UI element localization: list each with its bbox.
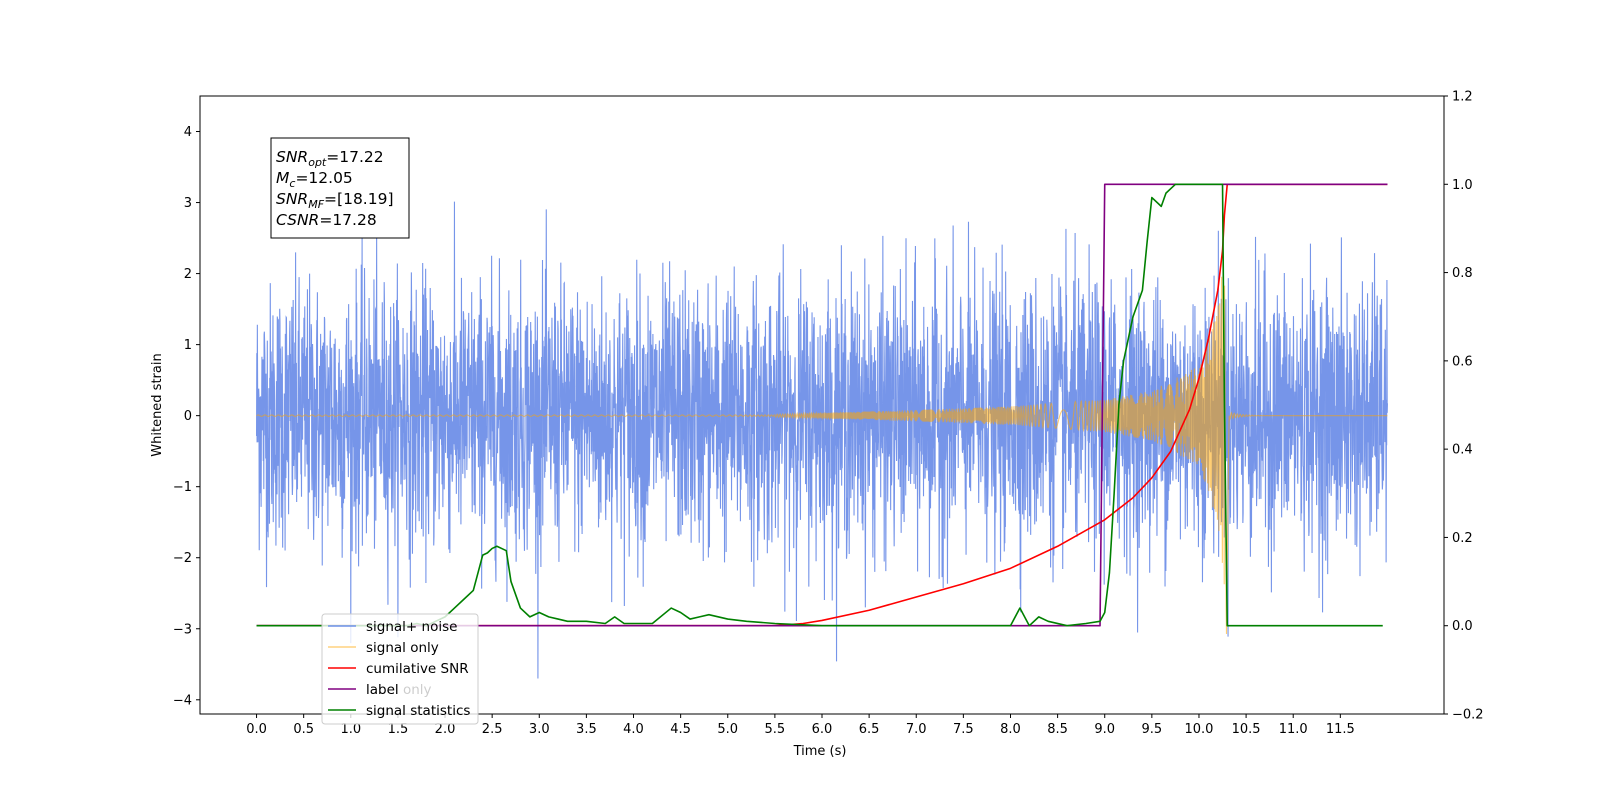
x-tick-label: 5.5 [765,722,786,737]
x-tick-label: 8.5 [1047,722,1068,737]
x-tick-label: 7.5 [953,722,974,737]
legend: label onlysignal statisticssignal+ noise… [321,613,479,725]
y-right-tick-label: 0.6 [1452,354,1473,369]
annotation-line: SNRMF=[18.19] [276,190,394,211]
y-left-tick-label: −2 [173,551,192,566]
x-tick-label: 7.0 [906,722,927,737]
x-tick-label: 1.5 [388,722,409,737]
x-tick-label: 5.0 [717,722,738,737]
y-right-tick-label: 1.0 [1452,178,1473,193]
y-left-tick-label: −1 [173,480,192,495]
series-line-signal-only [256,276,1388,634]
annotation-frame [270,137,410,239]
y-axis-right: 1.2 1.0 0.8 0.6 0.4 0.2 0.0 −0.2 [1444,90,1484,723]
x-tick-label: 4.5 [670,722,691,737]
y-right-tick-label: 0.8 [1452,266,1473,281]
x-tick-label: 9.5 [1142,722,1163,737]
x-tick-label: 1.0 [340,722,361,737]
x-tick-label: 10.5 [1232,722,1261,737]
y-right-tick-label: 0.0 [1452,619,1473,634]
legend-label: signal+ noise [366,619,457,635]
y-left-tick-label: −4 [173,693,192,708]
legend-label: cumilative SNR [366,661,469,677]
y-left-tick-label: 1 [184,338,192,353]
series-layer [256,183,1388,679]
legend-frame [321,613,479,725]
x-tick-label: 2.5 [482,722,503,737]
annotation-line: SNRopt=17.22 [276,148,384,169]
y-left-tick-label: 4 [184,125,192,140]
annotation-box: SNRopt=17.22Mc=12.05SNRMF=[18.19]CSNR=17… [270,137,410,239]
x-tick-label: 4.0 [623,722,644,737]
y-right-tick-label: −0.2 [1452,708,1484,723]
x-axis: 0.0 0.5 1.0 1.5 2.0 2.5 3.0 3.5 4.0 4.5 5.0 5.5 6.0 6… [246,714,1355,737]
x-tick-label: 9.0 [1094,722,1115,737]
y-left-tick-label: 3 [184,196,192,211]
x-tick-label: 2.0 [435,722,456,737]
legend-label: signal only [366,640,439,656]
x-tick-label: 0.5 [293,722,314,737]
y-right-tick-label: 1.2 [1452,90,1473,105]
y-right-tick-label: 0.4 [1452,443,1473,458]
x-tick-label: 3.0 [529,722,550,737]
y-right-tick-label: 0.2 [1452,531,1473,546]
y-axis-left-title: Whitened strain [150,353,165,456]
annotation-line: Mc=12.05 [276,169,353,190]
x-axis-title: Time (s) [793,744,847,759]
series-line-signal-statistics [256,183,1383,627]
x-tick-label: 6.5 [859,722,880,737]
legend-label: signal statistics [366,703,470,719]
x-tick-label: 0.0 [246,722,267,737]
y-axis-left: 4 3 2 1 0 −1 −2 −3 −4 [173,125,200,708]
series-line-cumilative-snr [256,183,1388,627]
x-tick-label: 10.0 [1184,722,1213,737]
annotation-line: CSNR=17.28 [276,211,377,229]
x-tick-label: 6.0 [812,722,833,737]
x-tick-label: 3.5 [576,722,597,737]
y-left-tick-label: −3 [173,622,192,637]
x-tick-label: 11.5 [1326,722,1355,737]
x-tick-label: 11.0 [1279,722,1308,737]
x-tick-label: 8.0 [1000,722,1021,737]
legend-label: label [366,682,399,698]
y-left-tick-label: 2 [184,267,192,282]
y-left-tick-label: 0 [184,409,192,424]
